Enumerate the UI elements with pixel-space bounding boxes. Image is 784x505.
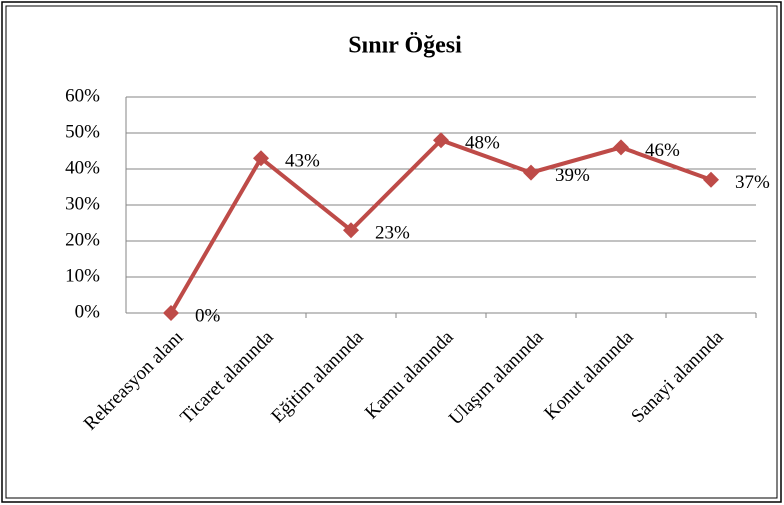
data-label: 39%: [555, 165, 590, 186]
y-tick-label: 10%: [65, 265, 100, 286]
x-tick-label: Sanayi alanında: [627, 326, 728, 427]
marker: [253, 150, 269, 167]
x-tick-label: Ulaşım alanında: [445, 326, 548, 429]
data-label: 23%: [375, 223, 410, 244]
marker: [433, 132, 449, 149]
y-tick-label: 40%: [65, 157, 100, 178]
data-label: 37%: [735, 172, 770, 193]
x-tick-label: Rekreasyon alanı: [80, 327, 188, 435]
data-label: 48%: [465, 133, 500, 154]
data-line: [169, 137, 712, 315]
marker: [703, 171, 719, 188]
marker: [343, 222, 359, 239]
chart-title: Sınır Öğesi: [348, 33, 462, 59]
y-tick-label: 60%: [65, 85, 100, 106]
data-label: 43%: [285, 151, 320, 172]
x-tick-label: Eğitim alanında: [267, 326, 368, 427]
x-tick-label: Konut alanında: [540, 326, 638, 424]
x-tick-label: Ticaret alanında: [176, 326, 278, 428]
x-tick-label: Kamu alanında: [361, 326, 458, 423]
marker: [613, 139, 629, 156]
marker: [523, 164, 539, 181]
data-label: 0%: [195, 305, 221, 326]
inner-frame: [5, 5, 778, 499]
y-tick-label: 30%: [65, 193, 100, 214]
y-tick-label: 20%: [65, 229, 100, 250]
y-tick-label: 50%: [65, 121, 100, 142]
marker: [163, 305, 179, 321]
data-label: 46%: [645, 140, 680, 161]
y-tick-label: 0%: [75, 301, 101, 322]
